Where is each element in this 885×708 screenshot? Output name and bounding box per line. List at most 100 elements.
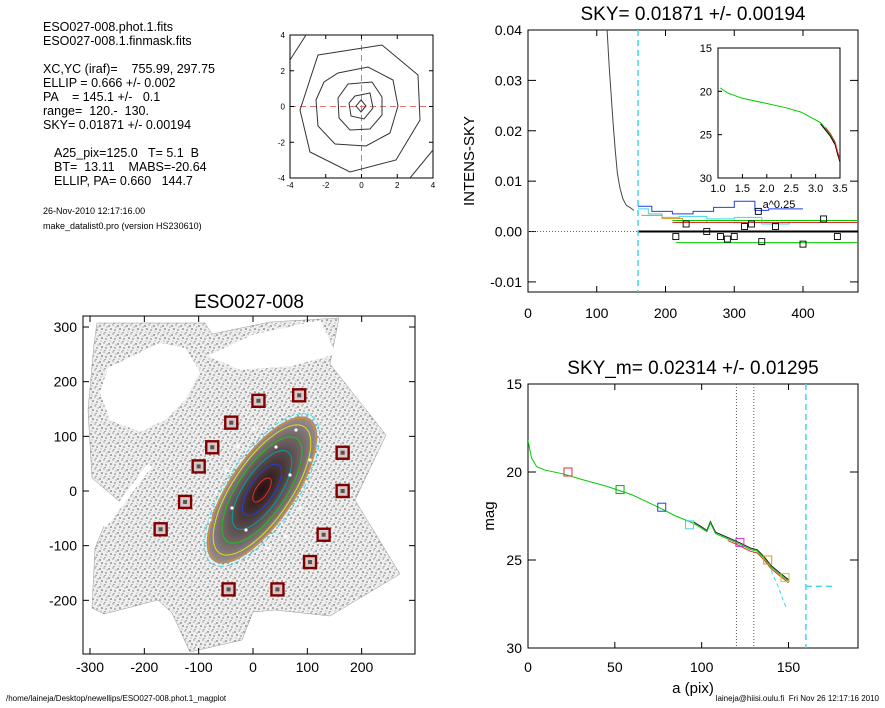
inset-xtick-label: 1.0 (710, 183, 725, 195)
mag-marker (615, 485, 625, 495)
mag-plot-content (528, 384, 832, 648)
contour-level-3 (337, 81, 383, 131)
pa-text: PA = 145.1 +/- 0.1 (43, 90, 161, 104)
inset-ytick-label: 30 (700, 173, 712, 185)
sky-plot-content (528, 30, 858, 292)
sky-square-marker (741, 223, 749, 230)
galaxy-ytick-label: 0 (69, 483, 77, 499)
xcyc-text: XC,YC (iraf)= 755.99, 297.75 (43, 62, 215, 76)
contour-xtick-label: 0 (359, 181, 364, 190)
sky-box-core (297, 393, 302, 398)
inset-xtick-label: 1.5 (735, 183, 750, 195)
sky-square-marker (672, 233, 680, 241)
isophote-cyan (203, 413, 321, 567)
contour-xtick-label: -2 (322, 181, 330, 190)
inset-xtick-label: 3.0 (808, 183, 823, 195)
contour-ytick-label: 0 (281, 103, 286, 112)
contour-xtick-label: -4 (286, 181, 294, 190)
sky-square-marker (703, 228, 711, 235)
ellip-text: ELLIP = 0.666 +/- 0.002 (43, 76, 176, 90)
range-text: range= 120.- 130. (43, 104, 149, 118)
galaxy-isophotes (203, 413, 321, 567)
sky-square-marker (730, 233, 738, 241)
mag-profile-green (528, 440, 789, 582)
mag-xtick-label: 0 (524, 659, 532, 675)
galaxy-masked-region-2 (208, 320, 336, 370)
footer-path: /home/laineja/Desktop/newellips/ESO027-0… (6, 694, 227, 703)
sky-ytick-label: 0.00 (495, 224, 522, 240)
mag-plot-ticks: 0 50 100 150 15 20 25 30 (506, 376, 858, 675)
inset-ytick-label: 25 (700, 130, 712, 142)
sky-plot-ticks: 0 100 200 300 400 0.04 0.03 0.02 0.01 0.00 -0.01 (490, 22, 858, 321)
mag-profile-black (692, 520, 789, 581)
inset-xtick-label: 3.5 (832, 183, 847, 195)
mag-ytick-label: 30 (506, 640, 522, 656)
galaxy-xtick-label: 200 (350, 659, 374, 675)
isophote-yellow (212, 424, 312, 556)
sky-inset: 1.0 1.5 2.0 2.5 3.0 3.5 15 20 25 30 a^0.25 (700, 43, 848, 211)
contour-xtick-label: 2 (395, 181, 400, 190)
sky-box-core (196, 464, 201, 469)
sky-box-core (256, 398, 261, 403)
sky-square-marker (682, 220, 690, 228)
mag-marker (563, 467, 573, 477)
sky-square-marker (799, 240, 807, 248)
sky-squares (672, 207, 841, 248)
mag-xtick-label: 100 (690, 659, 714, 675)
mag-profile-cyan-tail (770, 570, 788, 610)
mag-ytick-label: 20 (506, 464, 522, 480)
contour-ytick-label: 2 (281, 67, 286, 76)
galaxy-xtick-label: 0 (249, 659, 257, 675)
sky-box-core (340, 450, 345, 455)
sky-ytick-label: 0.03 (495, 72, 522, 88)
a25-text: A25_pix=125.0 T= 5.1 B (54, 146, 200, 160)
sky-square-marker (747, 220, 755, 228)
mag-vlines (735, 384, 807, 648)
sky-plot-frame (527, 29, 859, 293)
inset-ytick-label: 15 (700, 43, 712, 55)
footer-user-date: laineja@hiisi.oulu.fi Fri Nov 26 12:17:1… (715, 694, 879, 703)
sky-box-core (229, 420, 234, 425)
contour-level-6 (409, 149, 433, 178)
contour-level-2 (348, 92, 374, 120)
file2-text: ESO027-008.1.finmask.fits (43, 34, 192, 48)
ellip-pa-text: ELLIP, PA= 0.660 144.7 (54, 174, 193, 188)
mag-plot-frame (527, 383, 859, 649)
contour-ytick-label: -4 (278, 174, 286, 183)
mag-marker (735, 537, 745, 547)
sky-square-marker (717, 233, 724, 241)
mag-plot-title: SKY_m= 0.02314 +/- 0.01295 (567, 358, 818, 379)
isophote-orange (207, 417, 317, 563)
mag-markers (563, 467, 790, 583)
file1-text: ESO027-008.phot.1.fits (43, 20, 173, 34)
sky-square-marker (833, 233, 841, 241)
mag-marker (657, 502, 667, 512)
mag-plot-ylabel: mag (481, 501, 498, 530)
galaxy-sky-boxes (153, 388, 350, 597)
mag-marker (780, 573, 790, 583)
galaxy-masked-region (100, 343, 200, 432)
inset-xtick-label: 2.0 (759, 183, 774, 195)
inset-ytick-label: 20 (700, 86, 712, 98)
sky-ytick-label: 0.02 (495, 123, 522, 139)
galaxy-ytick-label: 200 (54, 374, 78, 390)
sky-box-core (308, 560, 313, 565)
contour-xtick-label: 4 (431, 181, 436, 190)
contour-level-4 (315, 66, 399, 147)
bt-text: BT= 13.11 MABS=-20.64 (54, 160, 207, 174)
sky-box-core (275, 587, 280, 592)
contour-level-7 (290, 35, 307, 61)
sky-ytick-label: 0.04 (495, 22, 522, 38)
galaxy-xtick-label: 100 (296, 659, 320, 675)
sky-xtick-label: 100 (585, 305, 609, 321)
contour-level-1 (355, 99, 367, 113)
program-text: make_datalist0.pro (version HS230610) (43, 221, 202, 231)
galaxy-sample-dots (208, 427, 312, 550)
sky-square-marker (758, 238, 766, 246)
contour-plot: -4 -2 0 2 4 4 2 0 -2 -4 (278, 31, 436, 190)
sky-inset-frame (717, 47, 841, 179)
galaxy-ytick-label: -100 (49, 538, 77, 554)
mag-plot: SKY_m= 0.02314 +/- 0.01295 mag a (pix) 0… (481, 358, 859, 697)
isophote-teal (231, 450, 293, 530)
